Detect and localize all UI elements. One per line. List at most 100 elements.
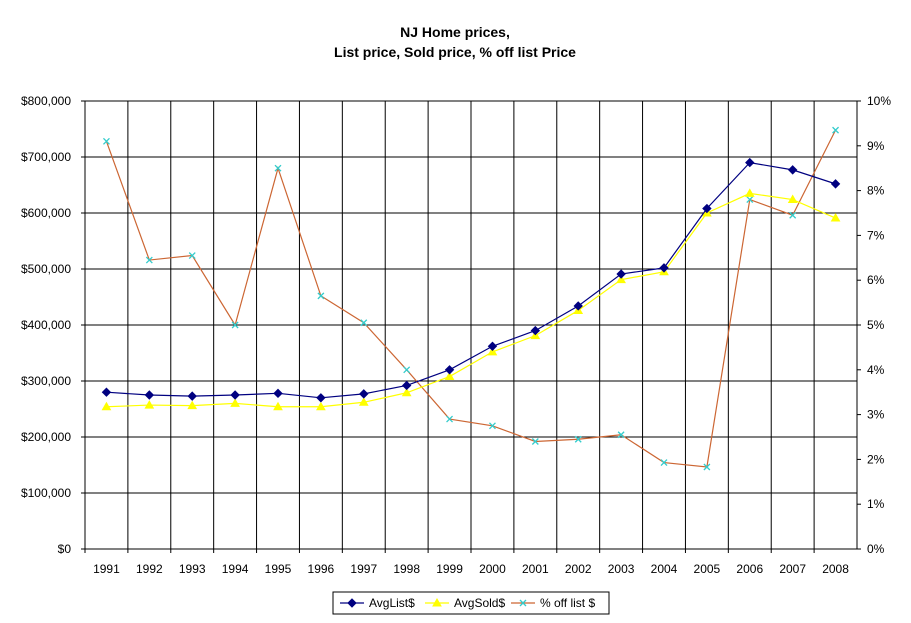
data-point-x bbox=[617, 431, 625, 439]
x-tick-label: 1995 bbox=[265, 562, 292, 576]
y-right-tick-label: 1% bbox=[867, 497, 885, 511]
x-marker-stroke bbox=[832, 126, 840, 134]
legend: AvgList$ AvgSold$ % off list $ bbox=[332, 591, 610, 615]
data-point-triangle bbox=[616, 274, 626, 284]
data-point-x bbox=[274, 164, 282, 172]
data-point-triangle bbox=[230, 398, 240, 407]
data-point-diamond bbox=[273, 388, 283, 399]
data-point-triangle bbox=[830, 213, 841, 222]
data-point-x bbox=[360, 319, 368, 327]
data-point-x bbox=[531, 438, 539, 445]
data-point-triangle bbox=[187, 400, 198, 410]
series-avgsold- bbox=[101, 188, 841, 411]
data-point-triangle bbox=[316, 401, 326, 411]
x-tick-label: 2006 bbox=[736, 562, 763, 576]
data-point-diamond bbox=[187, 391, 197, 401]
data-point-diamond bbox=[401, 380, 412, 391]
data-point-x bbox=[703, 463, 711, 471]
legend-label: AvgList$ bbox=[369, 596, 415, 610]
x-marker-stroke bbox=[660, 459, 668, 466]
x-tick-label: 2008 bbox=[822, 562, 849, 576]
data-point-diamond bbox=[230, 390, 240, 400]
x-tick-label: 1992 bbox=[136, 562, 163, 576]
y-right-tick-label: 0% bbox=[867, 542, 885, 556]
x-marker-stroke bbox=[317, 292, 325, 300]
data-point-triangle bbox=[432, 597, 442, 607]
y-left-tick-label: $300,000 bbox=[21, 374, 71, 388]
x-tick-label: 1999 bbox=[436, 562, 463, 576]
x-marker-stroke bbox=[617, 431, 625, 439]
data-point-diamond bbox=[144, 390, 155, 400]
data-point-diamond bbox=[444, 365, 455, 375]
x-tick-label: 2004 bbox=[651, 562, 678, 576]
y-right-tick-label: 9% bbox=[867, 139, 885, 153]
series-line bbox=[106, 192, 836, 408]
x-marker-stroke bbox=[488, 422, 496, 430]
data-point-x bbox=[660, 459, 668, 466]
legend-label: % off list $ bbox=[540, 596, 595, 610]
data-point-x bbox=[519, 599, 527, 607]
data-point-diamond bbox=[359, 389, 369, 399]
x-marker-stroke bbox=[574, 435, 582, 443]
y-left-tick-label: $100,000 bbox=[21, 486, 71, 500]
x-tick-label: 1993 bbox=[179, 562, 206, 576]
x-marker-stroke bbox=[360, 319, 368, 327]
data-point-triangle bbox=[487, 346, 498, 356]
data-point-diamond bbox=[616, 269, 626, 279]
grid-lines bbox=[84, 100, 858, 550]
data-point-triangle bbox=[273, 401, 283, 411]
data-point-x bbox=[145, 256, 153, 264]
data-point-diamond bbox=[659, 263, 669, 273]
y-right-tick-label: 10% bbox=[867, 94, 891, 108]
x-marker-stroke bbox=[403, 366, 411, 374]
x-tick-label: 1997 bbox=[350, 562, 377, 576]
legend-label: AvgSold$ bbox=[454, 596, 505, 610]
x-tick-label: 1991 bbox=[93, 562, 120, 576]
chart-title-line-1: NJ Home prices, bbox=[400, 24, 510, 40]
data-point-x bbox=[789, 211, 797, 219]
data-point-diamond bbox=[745, 157, 755, 168]
x-marker-stroke bbox=[703, 463, 711, 471]
data-point-x bbox=[102, 137, 110, 145]
data-point-diamond bbox=[316, 393, 326, 403]
x-marker-stroke bbox=[145, 256, 153, 264]
x-marker-stroke bbox=[102, 137, 110, 145]
data-point-x bbox=[446, 415, 454, 423]
data-point-diamond bbox=[573, 301, 583, 311]
series-lines bbox=[101, 126, 841, 471]
y-left-tick-label: $700,000 bbox=[21, 150, 71, 164]
series-line bbox=[106, 161, 836, 399]
data-point-x bbox=[488, 422, 496, 430]
data-point-x bbox=[231, 321, 239, 329]
y-right-tick-label: 2% bbox=[867, 452, 885, 466]
data-point-triangle bbox=[787, 194, 798, 204]
x-marker-stroke bbox=[274, 164, 282, 172]
data-point-diamond bbox=[830, 179, 841, 189]
y-right-tick-label: 3% bbox=[867, 408, 885, 422]
x-tick-label: 2005 bbox=[694, 562, 721, 576]
data-point-diamond bbox=[101, 387, 112, 397]
y-right-tick-label: 8% bbox=[867, 184, 885, 198]
x-marker-stroke bbox=[789, 211, 797, 219]
x-tick-label: 2001 bbox=[522, 562, 549, 576]
data-point-diamond bbox=[530, 325, 541, 336]
data-point-x bbox=[832, 126, 840, 134]
y-right-tick-label: 6% bbox=[867, 273, 885, 287]
x-marker-stroke bbox=[446, 415, 454, 423]
y-left-tick-label: $600,000 bbox=[21, 206, 71, 220]
y-right-tick-label: 4% bbox=[867, 363, 885, 377]
data-point-diamond bbox=[787, 165, 798, 175]
y-left-tick-label: $400,000 bbox=[21, 318, 71, 332]
x-marker-stroke bbox=[231, 321, 239, 329]
data-point-triangle bbox=[358, 397, 369, 406]
y-left-tick-label: $800,000 bbox=[21, 94, 71, 108]
chart-title-line-2: List price, Sold price, % off list Price bbox=[334, 44, 576, 60]
x-marker-stroke bbox=[519, 599, 527, 607]
data-point-diamond bbox=[702, 203, 712, 214]
data-point-triangle bbox=[444, 371, 455, 381]
legend-box bbox=[332, 591, 610, 615]
x-tick-label: 2002 bbox=[565, 562, 592, 576]
x-tick-label: 1998 bbox=[393, 562, 420, 576]
data-point-triangle bbox=[744, 188, 755, 197]
